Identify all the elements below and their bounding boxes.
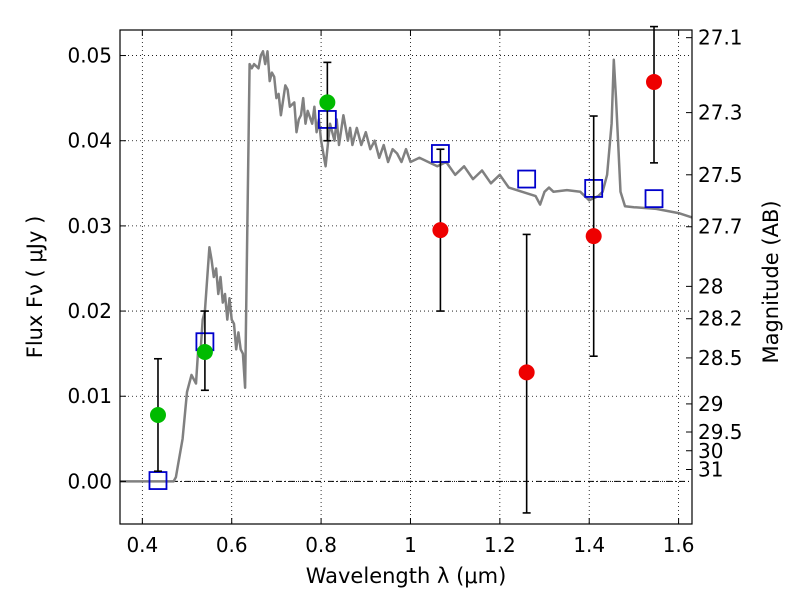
- x-tick-label: 1: [404, 533, 417, 557]
- model-point: [644, 189, 664, 209]
- markers: [148, 25, 664, 514]
- magnitude-axis-label: Magnitude (AB): [759, 200, 783, 363]
- x-tick-label: 0.4: [126, 533, 158, 557]
- data-point: [149, 406, 166, 423]
- data-point: [432, 222, 449, 239]
- magnitude-tick-label: 28.2: [698, 307, 743, 331]
- x-tick-label: 1.4: [573, 533, 605, 557]
- plot-area: [120, 50, 692, 483]
- magnitude-tick-label: 29.5: [698, 420, 743, 444]
- x-tick-label: 0.8: [305, 533, 337, 557]
- magnitude-tick-label: 28.5: [698, 346, 743, 370]
- x-tick-label: 1.2: [484, 533, 516, 557]
- y-tick-label: 0.05: [67, 44, 112, 68]
- magnitude-tick-label: 29: [698, 392, 723, 416]
- axes: 0.4 0.6 0.8 1 1.2 1.4 1.6 0.00 0.01 0.02 0.03 0.04 0…: [67, 26, 742, 557]
- data-point: [585, 228, 602, 245]
- data-point: [319, 94, 336, 111]
- grid: [120, 30, 692, 524]
- magnitude-tick-label: 27.5: [698, 163, 743, 187]
- x-axis-label: Wavelength λ (μm): [306, 564, 507, 588]
- magnitude-tick-label: 31: [698, 457, 723, 481]
- y-tick-label: 0.03: [67, 214, 112, 238]
- model-point: [148, 471, 168, 490]
- data-point: [518, 364, 535, 381]
- data-point: [196, 343, 213, 360]
- y-axis-label: Flux Fν ( μJy ): [23, 216, 47, 359]
- y-tick-label: 0.02: [67, 299, 112, 323]
- spectrum-line: [120, 50, 692, 483]
- y-tick-label: 0.04: [67, 129, 112, 153]
- data-point: [646, 73, 663, 90]
- model-point: [517, 169, 537, 189]
- y-tick-label: 0.01: [67, 384, 112, 408]
- magnitude-tick-label: 27.7: [698, 215, 743, 239]
- magnitude-tick-label: 27.1: [698, 26, 743, 50]
- plot-frame: [119, 29, 693, 525]
- x-tick-label: 1.6: [663, 533, 695, 557]
- magnitude-tick-label: 28: [698, 274, 723, 298]
- y-tick-label: 0.00: [67, 469, 112, 493]
- magnitude-tick-label: 30: [698, 439, 723, 463]
- x-tick-label: 0.6: [216, 533, 248, 557]
- magnitude-tick-label: 27.3: [698, 101, 743, 125]
